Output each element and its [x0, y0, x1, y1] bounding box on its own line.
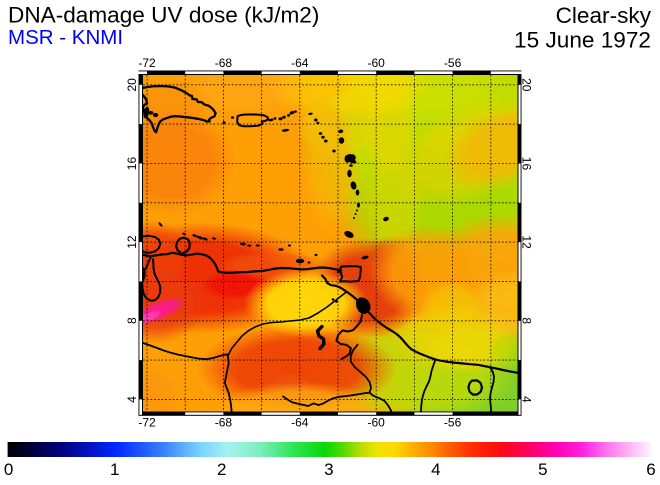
svg-text:-60: -60 [368, 56, 386, 70]
svg-text:-72: -72 [138, 416, 156, 430]
svg-text:6: 6 [646, 460, 655, 479]
svg-text:-64: -64 [291, 416, 309, 430]
svg-text:Clear-sky: Clear-sky [556, 3, 652, 28]
svg-text:8: 8 [519, 317, 533, 324]
svg-text:16: 16 [519, 157, 533, 171]
svg-text:-64: -64 [291, 56, 309, 70]
svg-text:5: 5 [538, 460, 547, 479]
svg-text:-60: -60 [368, 416, 386, 430]
svg-text:4: 4 [431, 460, 440, 479]
svg-text:4: 4 [125, 396, 139, 403]
svg-text:-56: -56 [444, 56, 462, 70]
svg-text:2: 2 [217, 460, 226, 479]
svg-text:20: 20 [519, 78, 533, 92]
svg-text:0: 0 [4, 460, 13, 479]
svg-text:1: 1 [110, 460, 119, 479]
svg-text:-68: -68 [215, 56, 233, 70]
svg-text:20: 20 [125, 78, 139, 92]
svg-text:12: 12 [519, 235, 533, 249]
svg-text:DNA-damage UV dose (kJ/m2): DNA-damage UV dose (kJ/m2) [8, 3, 319, 28]
svg-text:3: 3 [324, 460, 333, 479]
svg-text:-68: -68 [215, 416, 233, 430]
svg-text:MSR - KNMI: MSR - KNMI [8, 26, 123, 49]
svg-text:8: 8 [125, 317, 139, 324]
svg-text:4: 4 [519, 396, 533, 403]
svg-text:-56: -56 [444, 416, 462, 430]
svg-text:16: 16 [125, 157, 139, 171]
svg-text:-72: -72 [138, 56, 156, 70]
svg-text:15 June 1972: 15 June 1972 [514, 27, 651, 52]
svg-text:12: 12 [125, 235, 139, 249]
